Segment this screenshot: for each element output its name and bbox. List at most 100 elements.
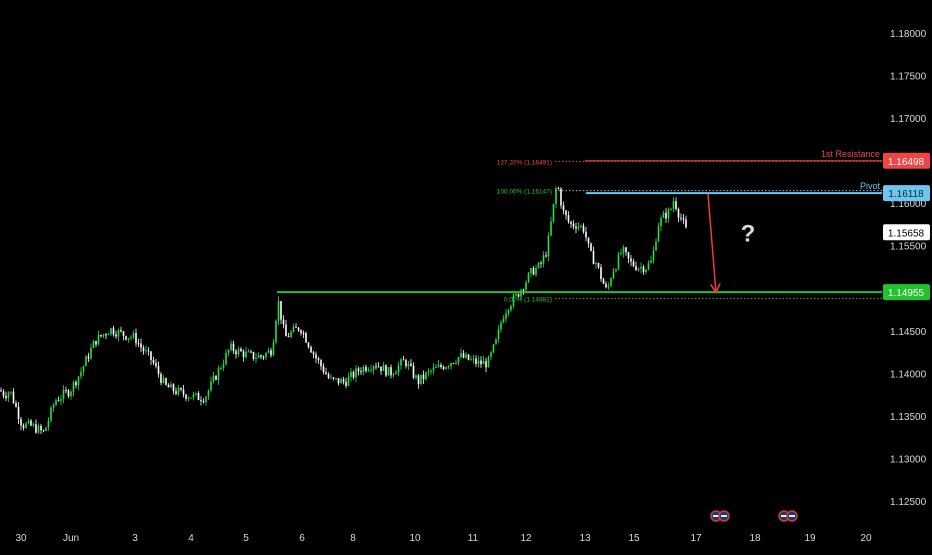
resistance-price-badge	[883, 152, 930, 169]
x-tick-label: Jun	[63, 533, 79, 544]
candle-body	[445, 366, 447, 370]
candle-body	[287, 336, 290, 338]
candle-body	[137, 343, 140, 345]
y-tick-label: 1.12500	[890, 497, 927, 508]
candle-body	[667, 209, 670, 219]
candle-body	[597, 263, 600, 268]
event-icon-1-flag	[713, 515, 719, 517]
candle-body	[625, 247, 627, 253]
candle-body	[352, 372, 355, 378]
candle-body	[252, 352, 255, 359]
candle-body	[407, 363, 410, 367]
candle-body	[460, 353, 462, 358]
candle-body	[617, 254, 620, 270]
candle-body	[5, 395, 7, 399]
candle-body	[362, 366, 365, 373]
candle-body	[122, 331, 125, 336]
candle-body	[212, 375, 215, 382]
candle-body	[372, 366, 375, 370]
candle-body	[100, 334, 102, 337]
x-tick-label: 12	[520, 533, 532, 544]
candle-body	[120, 330, 122, 332]
candle-body	[197, 393, 200, 401]
candle-body	[327, 374, 330, 378]
candle-body	[672, 201, 675, 209]
candle-body	[200, 400, 202, 402]
candle-body	[302, 333, 305, 335]
candle-body	[640, 266, 642, 269]
candle-body	[240, 348, 242, 352]
candle-body	[485, 361, 487, 368]
candle-body	[405, 360, 407, 367]
candle-body	[645, 269, 647, 273]
candle-body	[375, 366, 377, 368]
candle-body	[492, 344, 495, 353]
candle-body	[525, 282, 527, 290]
candle-body	[42, 430, 45, 432]
candle-body	[475, 358, 477, 364]
candle-body	[160, 373, 162, 383]
candle-body	[225, 352, 227, 365]
candle-body	[447, 366, 450, 368]
candle-body	[427, 370, 430, 373]
event-icon-2-flag	[781, 515, 787, 517]
x-tick-label: 11	[468, 533, 479, 544]
candle-body	[2, 391, 5, 396]
candle-body	[57, 400, 60, 402]
pivot-price-badge	[883, 185, 930, 202]
x-tick-label: 18	[749, 533, 761, 544]
candle-body	[177, 388, 180, 394]
candle-body	[182, 389, 185, 395]
candle-body	[430, 370, 432, 372]
candle-body	[37, 425, 40, 433]
candle-body	[292, 326, 295, 332]
candle-body	[392, 374, 395, 376]
candle-body	[595, 263, 597, 265]
candle-body	[382, 365, 385, 371]
candle-body	[140, 343, 142, 348]
candle-body	[282, 319, 285, 325]
candle-body	[582, 225, 585, 232]
candle-body	[67, 390, 70, 397]
candle-body	[65, 390, 67, 392]
candle-body	[662, 212, 665, 218]
candle-body	[540, 262, 542, 264]
candle-body	[92, 340, 95, 349]
candle-body	[680, 217, 682, 219]
candle-body	[577, 226, 580, 229]
x-tick-label: 3	[132, 533, 138, 544]
candle-body	[585, 231, 587, 238]
candle-body	[355, 368, 357, 378]
x-tick-label: 13	[579, 533, 591, 544]
candle-body	[400, 359, 402, 366]
candle-body	[70, 391, 72, 397]
candle-body	[187, 397, 190, 399]
current-price-label: 1.15658	[888, 228, 925, 239]
pivot-title: Pivot	[860, 181, 881, 191]
fib-level-label: 127.20% (1.16491)	[497, 159, 552, 166]
candle-body	[315, 354, 317, 359]
candle-body	[125, 335, 127, 340]
candle-body	[22, 425, 25, 428]
candle-body	[380, 366, 382, 371]
candle-body	[170, 384, 172, 388]
candle-body	[602, 279, 605, 284]
candle-body	[335, 378, 337, 380]
x-tick-label: 5	[243, 533, 249, 544]
candle-body	[642, 266, 645, 273]
candle-body	[567, 215, 570, 222]
candle-body	[235, 351, 237, 355]
candle-body	[452, 363, 455, 365]
candle-body	[102, 334, 105, 337]
candle-body	[60, 398, 62, 401]
candle-body	[45, 427, 47, 432]
candle-body	[605, 283, 607, 288]
candle-body	[515, 294, 517, 296]
candle-body	[265, 352, 267, 358]
candle-body	[77, 376, 80, 386]
candle-body	[612, 271, 615, 279]
candle-body	[397, 365, 400, 373]
candle-body	[340, 379, 342, 384]
